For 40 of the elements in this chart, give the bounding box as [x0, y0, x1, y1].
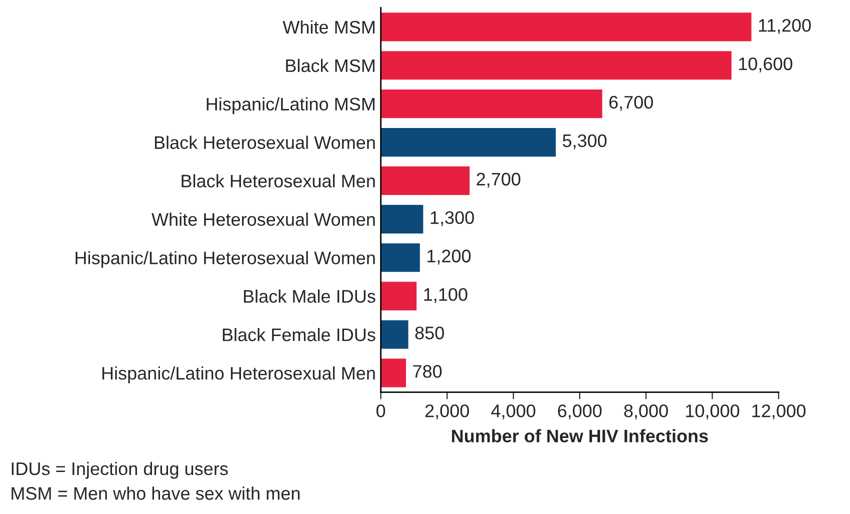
bar	[380, 11, 753, 43]
x-tick-label: 0	[376, 404, 386, 418]
text: MSM = Men who have sex with men	[12, 486, 300, 500]
x-tick-label: 10,000	[686, 404, 740, 420]
bar	[380, 126, 558, 158]
x-tick-label: 4,000	[491, 404, 536, 420]
y-tick-label: Black Female IDUs	[222, 328, 376, 342]
y-tick-label: Hispanic/Latino MSM	[206, 97, 374, 114]
bar	[380, 88, 604, 120]
data-label: 5,300	[562, 134, 607, 150]
x-tick-label: 2,000	[425, 404, 469, 420]
bar	[380, 357, 408, 389]
y-tick-label: White Heterosexual Women	[152, 212, 375, 226]
bar	[380, 280, 418, 312]
bar	[380, 203, 425, 235]
y-tick-label: White MSM	[282, 20, 374, 34]
x-tick-label: 8,000	[624, 404, 668, 420]
data-label: 780	[413, 365, 442, 378]
data-label: 1,100	[424, 288, 468, 304]
bar	[380, 165, 471, 196]
bar	[380, 318, 410, 350]
bar	[380, 50, 733, 82]
y-tick-label: Black Male IDUs	[244, 290, 376, 303]
bar	[380, 242, 422, 274]
x-axis-title: Number of New HIV Infections	[452, 429, 708, 442]
data-label: 2,700	[476, 172, 520, 188]
data-label: 10,600	[739, 57, 792, 72]
text: IDUs = Injection drug users	[12, 462, 228, 479]
y-tick-label: Black Heterosexual Women	[154, 136, 375, 149]
y-tick-label: Black MSM	[286, 58, 374, 72]
data-label: 850	[415, 326, 444, 340]
y-tick-label: Hispanic/Latino Heterosexual Men	[102, 366, 375, 384]
data-label: 1,200	[428, 250, 471, 265]
y-tick-label: Black Heterosexual Men	[182, 174, 375, 188]
data-label: 11,200	[759, 18, 811, 34]
y-tick-label: Hispanic/Latino Heterosexual Women	[76, 251, 375, 268]
x-tick-label: 6,000	[558, 404, 602, 420]
data-label: 1,300	[430, 211, 474, 226]
x-tick-label: 12,000	[752, 404, 806, 420]
data-label: 6,700	[609, 96, 653, 111]
